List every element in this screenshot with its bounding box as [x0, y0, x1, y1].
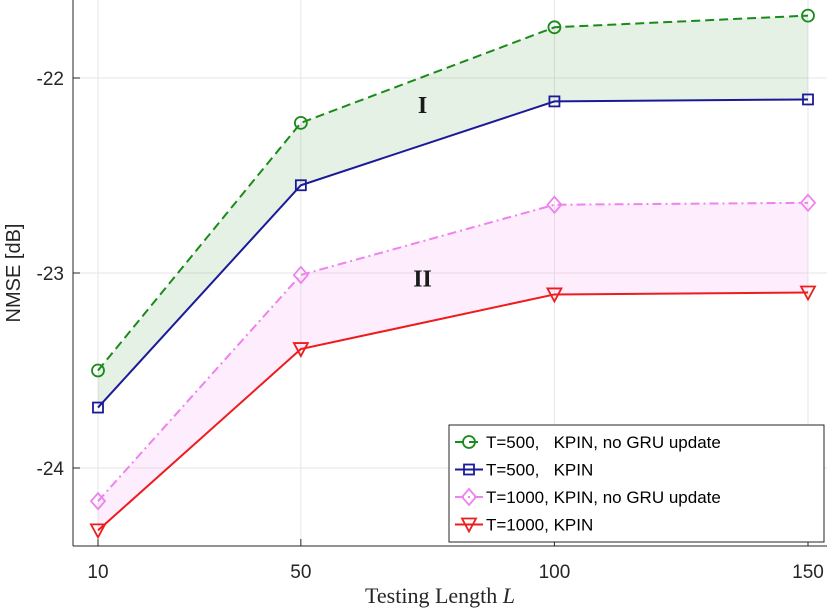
legend-entry-3: T=1000, KPIN, no GRU update [455, 487, 721, 507]
series-1-line [97, 14, 809, 372]
series-1-point-3 [547, 20, 562, 35]
series-2-point-2 [294, 179, 307, 192]
series-3-point-2 [292, 265, 310, 285]
x-tick-label-3: 150 [792, 562, 824, 583]
series-3-point-3 [546, 195, 563, 215]
series-2-point-3 [548, 95, 561, 108]
series-2 [92, 93, 814, 414]
legend-entry-1: T=500, KPIN, no GRU update [455, 433, 721, 452]
legend-entry-2: T=500, KPIN [455, 461, 593, 480]
series-4-line [97, 291, 809, 532]
series-4-point-3 [545, 287, 563, 304]
x-axis-label-text: Testing Length [365, 583, 503, 608]
series-1-point-2 [293, 115, 308, 130]
x-tick-label-2: 100 [539, 562, 571, 583]
x-tick-label-1: 50 [290, 562, 311, 583]
x-tick-label-0: 10 [87, 562, 108, 583]
series-3 [89, 193, 817, 511]
series-2-point-1 [92, 401, 104, 414]
series-2-line [97, 98, 809, 409]
legend-label-2: T=500, KPIN [486, 461, 593, 480]
tick-labels: 10 50 100 150 -22 -23 -24 [37, 69, 824, 583]
series-1-point-1 [91, 363, 105, 378]
series-4-point-1 [89, 523, 107, 540]
y-tick-label-2: -24 [37, 459, 65, 480]
series-2-point-4 [802, 93, 814, 106]
shaded-bands [98, 15, 808, 531]
legend: T=500, KPIN, no GRU update T=500, KPIN T=1… [448, 424, 825, 543]
y-tick-label-1: -23 [37, 264, 64, 285]
legend-marker-1 [462, 435, 476, 449]
series-3-point-1 [89, 491, 107, 511]
series-4-point-4 [799, 285, 817, 302]
x-axis-label: Testing Length L [365, 583, 515, 608]
y-axis-label: NMSE [dB] [3, 224, 25, 323]
band-1 [98, 15, 808, 408]
region-labels: III [413, 93, 432, 293]
series-4-point-2 [292, 342, 310, 358]
legend-marker-4 [460, 517, 478, 534]
legend-box [448, 424, 825, 543]
legend-marker-3 [460, 487, 478, 507]
series-3-point-4 [799, 193, 817, 213]
legend-label-4: T=1000, KPIN [486, 516, 593, 535]
legend-label-3: T=1000, KPIN, no GRU update [486, 488, 721, 507]
region-label-1: I [418, 93, 427, 119]
series-1 [91, 8, 815, 378]
series-1-point-4 [801, 8, 815, 23]
legend-marker-2 [463, 463, 475, 476]
data-series [89, 8, 817, 540]
legend-label-1: T=500, KPIN, no GRU update [486, 433, 721, 452]
series-4 [89, 285, 817, 540]
y-tick-label-0: -22 [37, 69, 64, 90]
band-2 [98, 202, 808, 531]
region-label-2: II [413, 267, 432, 293]
legend-entry-4: T=1000, KPIN [455, 516, 593, 535]
x-axis-label-variable: L [502, 583, 515, 608]
